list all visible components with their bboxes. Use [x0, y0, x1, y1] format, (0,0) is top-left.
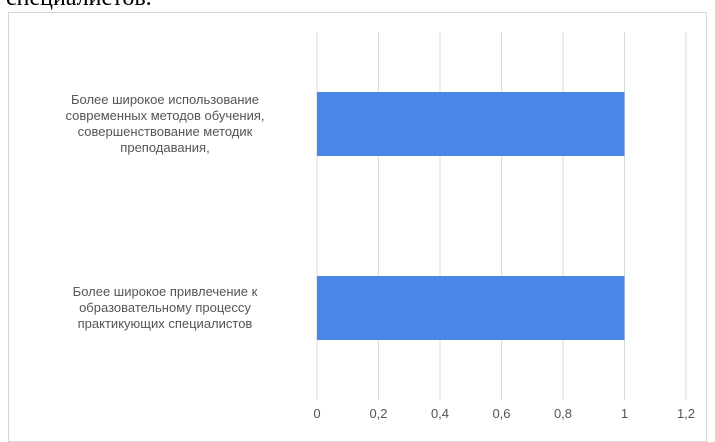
category-label-line: образовательному процессу [79, 300, 251, 315]
category-labels: Более широкое использование современных м… [65, 92, 264, 331]
category-label-line: совершенствование методик [78, 124, 253, 139]
x-tick-label: 1 [621, 406, 628, 421]
category-label-line: практикующих специалистов [78, 316, 253, 331]
category-label: Более широкое использование современных м… [65, 92, 264, 155]
grid-layer [316, 32, 687, 400]
category-label-line: современных методов обучения, [65, 108, 264, 123]
category-label-line: Более широкое использование [71, 92, 259, 107]
x-tick-label: 0,2 [369, 406, 387, 421]
chart-frame [8, 12, 707, 442]
bar-chart: Более широкое использование современных м… [65, 32, 695, 421]
x-tick-label: 0,8 [554, 406, 572, 421]
x-tick-label: 0,4 [431, 406, 449, 421]
bar [317, 276, 625, 340]
x-tick-label: 1,2 [677, 406, 695, 421]
x-tick-label: 0,6 [492, 406, 510, 421]
bar-layer [317, 92, 625, 340]
x-tick-labels: 0 0,2 0,4 0,6 0,8 1 1,2 [313, 406, 695, 421]
bar [317, 92, 625, 156]
category-label: Более широкое привлечение к образовательн… [73, 284, 258, 331]
category-label-line: Более широкое привлечение к [73, 284, 258, 299]
header-text: специалистов. [6, 0, 152, 12]
category-label-line: преподавания, [120, 140, 209, 155]
x-tick-label: 0 [313, 406, 320, 421]
